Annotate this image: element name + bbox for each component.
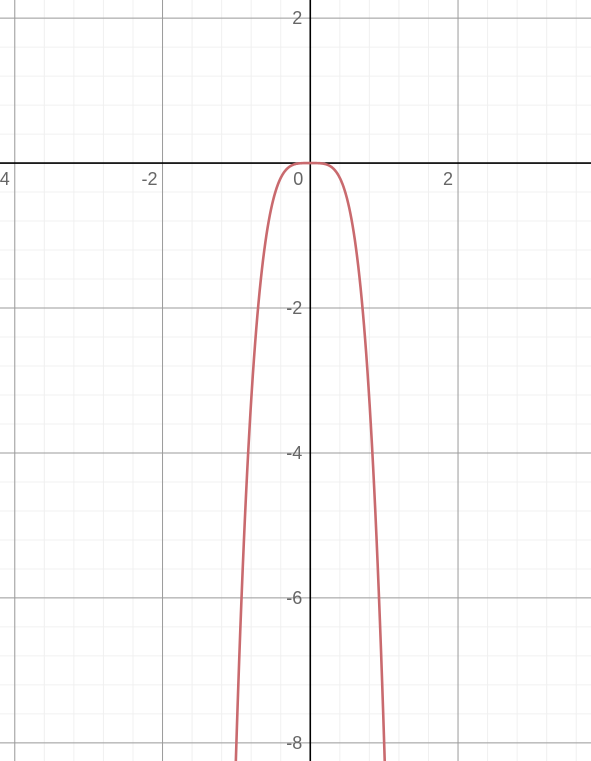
coordinate-graph: -4 -2 0 2 -8 -6 -4 -2 2 <box>0 0 591 761</box>
tick-label-x: -2 <box>142 169 158 189</box>
tick-label-x: -4 <box>0 169 10 189</box>
tick-label-y: -6 <box>286 588 302 608</box>
chart-background <box>0 0 591 761</box>
tick-label-origin: 0 <box>293 169 303 189</box>
tick-label-y: 2 <box>292 8 302 28</box>
tick-label-x: 2 <box>443 169 453 189</box>
tick-label-y: -2 <box>286 298 302 318</box>
tick-label-y: -8 <box>286 733 302 753</box>
tick-label-y: -4 <box>286 443 302 463</box>
